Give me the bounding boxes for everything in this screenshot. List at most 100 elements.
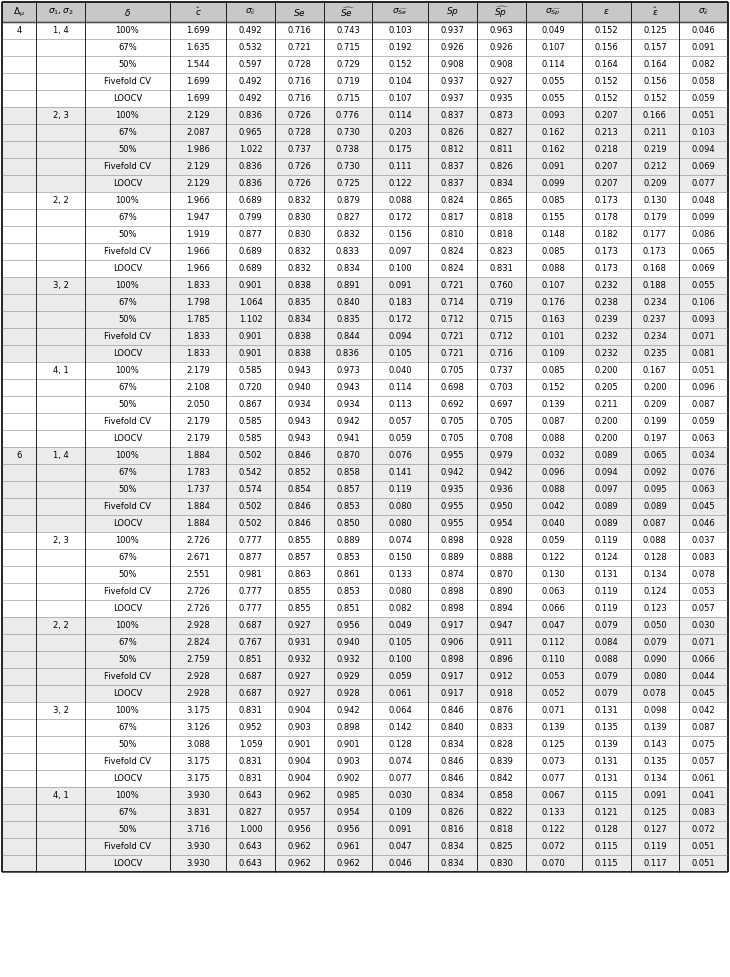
Text: 0.777: 0.777 <box>239 604 263 613</box>
Text: 0.232: 0.232 <box>594 349 618 358</box>
Text: 3.126: 3.126 <box>186 723 210 732</box>
Bar <box>2 702 728 719</box>
Text: 0.839: 0.839 <box>490 757 513 766</box>
Text: 0.046: 0.046 <box>692 519 715 528</box>
Text: 2.179: 2.179 <box>186 366 210 375</box>
Text: 0.119: 0.119 <box>388 485 412 494</box>
Text: 0.117: 0.117 <box>643 859 666 868</box>
Text: 0.091: 0.091 <box>692 43 715 52</box>
Text: 0.219: 0.219 <box>643 145 666 154</box>
Text: 1.833: 1.833 <box>186 332 210 341</box>
Text: 0.173: 0.173 <box>594 264 618 273</box>
Text: 0.061: 0.061 <box>388 689 412 698</box>
Text: 0.197: 0.197 <box>643 434 666 443</box>
Text: 0.942: 0.942 <box>336 706 360 715</box>
Text: $\epsilon$: $\epsilon$ <box>603 8 610 17</box>
Text: 0.832: 0.832 <box>336 230 360 239</box>
Text: 0.087: 0.087 <box>692 400 715 409</box>
Text: 0.721: 0.721 <box>441 332 464 341</box>
Text: 0.209: 0.209 <box>643 179 666 188</box>
Text: 0.045: 0.045 <box>692 689 715 698</box>
Text: 0.088: 0.088 <box>542 485 566 494</box>
Text: 0.906: 0.906 <box>441 638 464 647</box>
Text: 0.121: 0.121 <box>594 808 618 817</box>
Text: 0.089: 0.089 <box>643 502 666 511</box>
Text: 0.051: 0.051 <box>692 366 715 375</box>
Text: 100%: 100% <box>115 281 139 290</box>
Text: 0.831: 0.831 <box>239 774 262 783</box>
Text: 0.954: 0.954 <box>336 808 360 817</box>
Text: $\hat{\epsilon}$: $\hat{\epsilon}$ <box>652 6 658 19</box>
Text: 0.542: 0.542 <box>239 468 262 477</box>
Text: 0.123: 0.123 <box>643 604 666 613</box>
Text: 1.833: 1.833 <box>186 349 210 358</box>
Text: 0.200: 0.200 <box>594 417 618 426</box>
Text: 0.826: 0.826 <box>441 128 464 137</box>
Text: 0.213: 0.213 <box>594 128 618 137</box>
Text: 0.853: 0.853 <box>336 553 360 562</box>
Text: 0.873: 0.873 <box>489 111 513 120</box>
Text: 0.952: 0.952 <box>239 723 262 732</box>
Text: 0.111: 0.111 <box>388 162 412 171</box>
Text: 0.057: 0.057 <box>692 604 715 613</box>
Text: 0.840: 0.840 <box>336 298 360 307</box>
Text: 0.106: 0.106 <box>692 298 715 307</box>
Text: 0.877: 0.877 <box>239 230 263 239</box>
Bar <box>2 379 728 396</box>
Text: 0.827: 0.827 <box>490 128 513 137</box>
Text: 0.177: 0.177 <box>643 230 666 239</box>
Text: 0.818: 0.818 <box>490 230 513 239</box>
Text: LOOCV: LOOCV <box>113 349 142 358</box>
Text: 0.093: 0.093 <box>692 315 715 324</box>
Text: 0.928: 0.928 <box>490 536 513 545</box>
Text: 0.119: 0.119 <box>594 536 618 545</box>
Text: 2.726: 2.726 <box>186 604 210 613</box>
Text: 0.714: 0.714 <box>441 298 464 307</box>
Bar <box>2 685 728 702</box>
Text: 0.103: 0.103 <box>692 128 715 137</box>
Text: 0.532: 0.532 <box>239 43 262 52</box>
Text: 0.061: 0.061 <box>692 774 715 783</box>
Text: 0.908: 0.908 <box>441 60 464 69</box>
Text: 0.055: 0.055 <box>542 94 566 103</box>
Bar <box>2 804 728 821</box>
Text: 0.211: 0.211 <box>643 128 666 137</box>
Text: 0.055: 0.055 <box>542 77 566 86</box>
Text: 0.877: 0.877 <box>239 553 263 562</box>
Text: 0.133: 0.133 <box>542 808 566 817</box>
Text: LOOCV: LOOCV <box>113 604 142 613</box>
Text: 0.937: 0.937 <box>441 94 464 103</box>
Text: 0.124: 0.124 <box>643 587 666 596</box>
Text: 0.051: 0.051 <box>692 859 715 868</box>
Text: $\hat{c}$: $\hat{c}$ <box>195 6 201 19</box>
Text: 0.692: 0.692 <box>441 400 464 409</box>
Text: 0.810: 0.810 <box>441 230 464 239</box>
Text: 0.730: 0.730 <box>336 128 360 137</box>
Text: 2.759: 2.759 <box>186 655 210 664</box>
Text: 0.904: 0.904 <box>288 706 311 715</box>
Text: 0.927: 0.927 <box>288 621 311 630</box>
Text: 1.966: 1.966 <box>186 196 210 205</box>
Text: 0.141: 0.141 <box>388 468 412 477</box>
Text: 0.929: 0.929 <box>336 672 360 681</box>
Bar <box>2 260 728 277</box>
Text: 0.105: 0.105 <box>388 638 412 647</box>
Text: 0.838: 0.838 <box>287 332 311 341</box>
Text: 0.063: 0.063 <box>692 485 715 494</box>
Text: 1.544: 1.544 <box>186 60 210 69</box>
Text: 0.073: 0.073 <box>542 757 566 766</box>
Text: 0.898: 0.898 <box>441 655 464 664</box>
Bar <box>2 600 728 617</box>
Text: 1.947: 1.947 <box>186 213 210 222</box>
Text: 0.044: 0.044 <box>692 672 715 681</box>
Text: 0.888: 0.888 <box>489 553 513 562</box>
Text: 2.671: 2.671 <box>186 553 210 562</box>
Text: 0.954: 0.954 <box>490 519 513 528</box>
Text: 0.830: 0.830 <box>490 859 513 868</box>
Bar <box>2 158 728 175</box>
Text: 2.928: 2.928 <box>186 621 210 630</box>
Text: 0.846: 0.846 <box>441 757 464 766</box>
Text: 0.080: 0.080 <box>388 519 412 528</box>
Bar <box>2 124 728 141</box>
Text: 0.135: 0.135 <box>643 757 666 766</box>
